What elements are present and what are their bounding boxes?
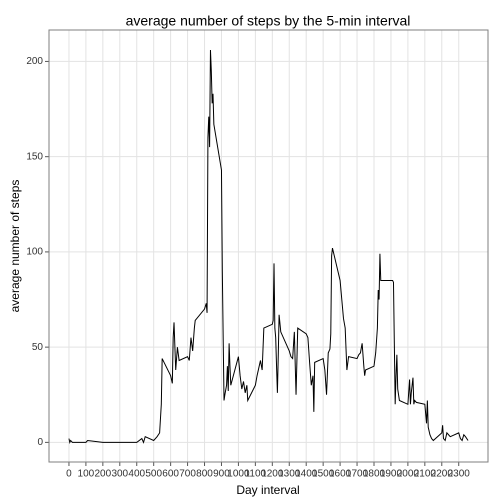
y-tick-label: 150 [26, 151, 43, 162]
x-tick-label: 300 [111, 469, 128, 480]
x-tick-label: 1500 [312, 469, 335, 480]
x-tick-label: 1800 [363, 469, 386, 480]
x-tick-label: 500 [145, 469, 162, 480]
data-line [68, 49, 469, 444]
x-tick-label: 1000 [227, 469, 250, 480]
x-tick-label: 600 [162, 469, 179, 480]
plot-panel [49, 30, 488, 462]
x-axis-label: Day interval [236, 483, 299, 497]
x-tick-label: 700 [179, 469, 196, 480]
x-tick-label: 400 [128, 469, 145, 480]
x-tick-label: 1700 [346, 469, 369, 480]
chart-title: average number of steps by the 5-min int… [126, 13, 411, 29]
y-tick-label: 100 [26, 247, 43, 258]
x-tick-label: 2200 [431, 469, 454, 480]
x-tick-label: 0 [66, 469, 72, 480]
x-tick-label: 2300 [448, 469, 471, 480]
y-tick-label: 50 [32, 342, 44, 353]
x-tick-label: 1600 [329, 469, 352, 480]
panel-border [48, 29, 489, 463]
y-axis-label: average number of steps [8, 180, 22, 313]
x-tick-label: 1200 [261, 469, 284, 480]
y-tick-label: 200 [26, 56, 43, 67]
x-tick-label: 1100 [245, 469, 267, 480]
x-tick-label: 1900 [380, 469, 403, 480]
x-tick-label: 1400 [295, 469, 318, 480]
x-tick-label: 2100 [414, 469, 437, 480]
x-tick-label: 100 [78, 469, 95, 480]
x-tick-label: 1300 [278, 469, 301, 480]
y-tick-label: 0 [37, 437, 43, 448]
x-tick-label: 200 [95, 469, 112, 480]
x-tick-label: 800 [196, 469, 213, 480]
x-tick-label: 2000 [397, 469, 420, 480]
x-tick-label: 900 [213, 469, 230, 480]
